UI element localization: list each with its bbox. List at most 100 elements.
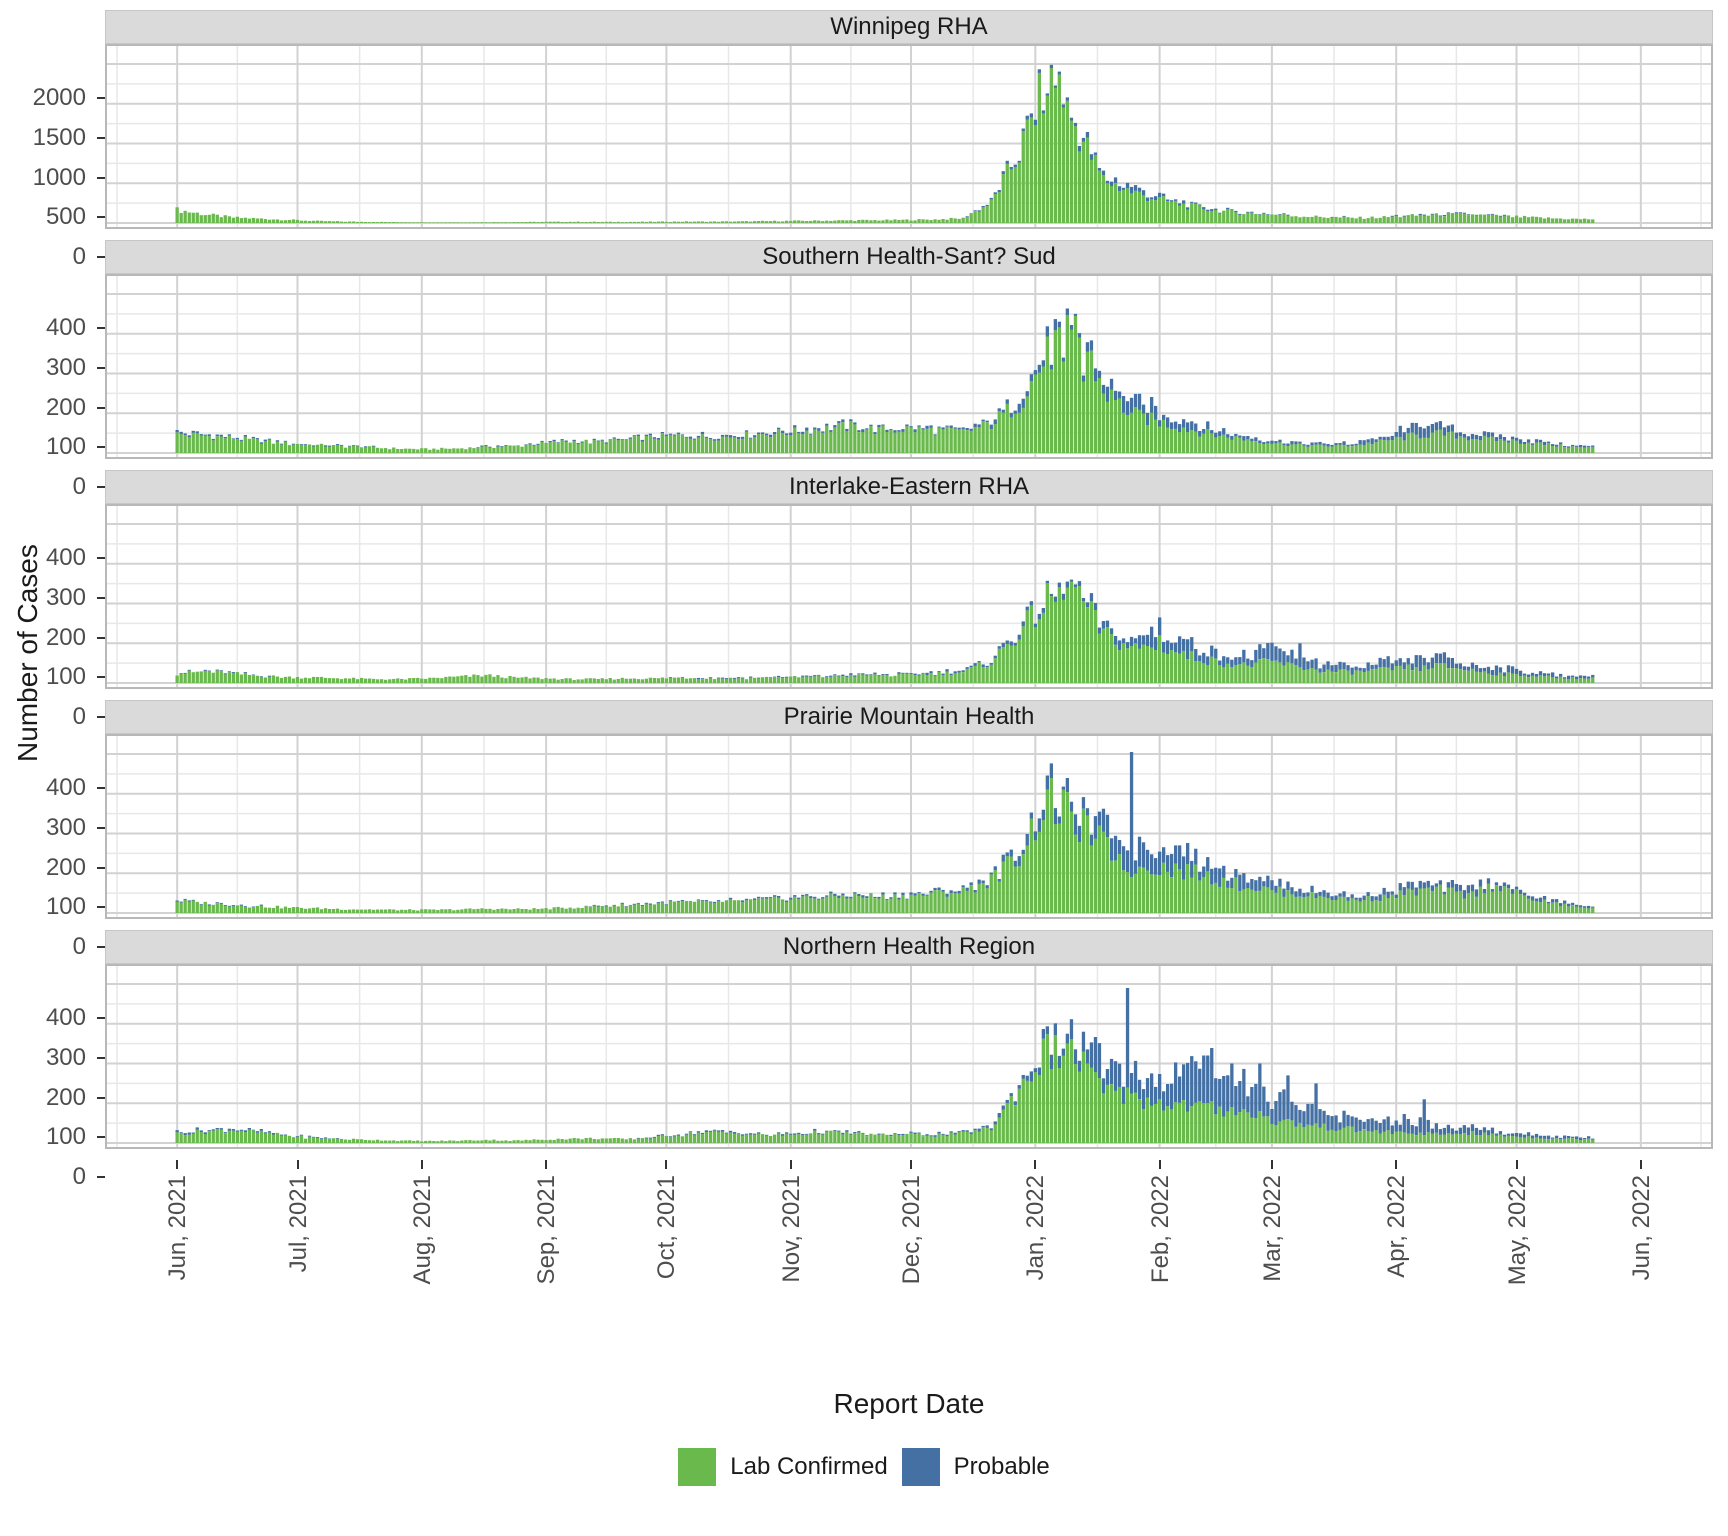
x-tick-label: Mar, 2022 bbox=[1258, 1175, 1286, 1282]
y-tick-label: 200 bbox=[45, 853, 86, 881]
facet-panel: 0 100 200 300 400 bbox=[46, 964, 1713, 1190]
y-axis: 0 100 200 300 400 bbox=[0, 998, 105, 1190]
legend-label: Probable bbox=[953, 1453, 1050, 1480]
y-tick-mark bbox=[97, 366, 105, 369]
y-tick-label: 2000 bbox=[32, 84, 86, 111]
x-tick-label: Sep, 2021 bbox=[533, 1175, 561, 1285]
y-tick-label: 200 bbox=[45, 393, 86, 421]
facet-plot-svg bbox=[105, 504, 1713, 689]
x-tick-label: Jun, 2021 bbox=[164, 1175, 192, 1281]
y-tick-mark bbox=[97, 176, 105, 179]
facet-strip: Winnipeg RHA bbox=[105, 10, 1713, 44]
facet-strip: Northern Health Region bbox=[105, 930, 1713, 964]
facet-title: Southern Health-Sant? Sud bbox=[762, 243, 1056, 270]
y-tick-label: 400 bbox=[45, 314, 86, 341]
y-tick-label: 0 bbox=[72, 243, 86, 270]
y-tick-label: 0 bbox=[72, 703, 86, 730]
y-tick-mark bbox=[97, 906, 105, 909]
x-tick-label: Jan, 2022 bbox=[1022, 1175, 1050, 1281]
probable-swatch bbox=[901, 1448, 940, 1486]
x-tick-mark bbox=[1515, 1160, 1518, 1169]
facet-northern-health: Northern Health Region 0 100 200 300 400 bbox=[46, 930, 1713, 1190]
facet-plot-svg bbox=[105, 734, 1713, 919]
y-tick-label: 400 bbox=[45, 1004, 86, 1031]
y-tick-label: 1500 bbox=[32, 123, 86, 151]
y-axis: 0 100 200 300 400 bbox=[0, 538, 105, 730]
y-tick-mark bbox=[97, 866, 105, 869]
y-tick-mark bbox=[97, 946, 105, 948]
y-tick-mark bbox=[97, 557, 105, 559]
x-tick-label: Jun, 2022 bbox=[1627, 1175, 1655, 1281]
y-tick-label: 400 bbox=[45, 544, 86, 571]
y-tick-label: 300 bbox=[45, 813, 86, 841]
bars-layer bbox=[175, 988, 1595, 1144]
y-tick-mark bbox=[97, 256, 105, 258]
facet-plot-svg bbox=[105, 44, 1713, 229]
y-tick-mark bbox=[97, 1017, 105, 1019]
y-axis: 0 100 200 300 400 bbox=[0, 768, 105, 960]
plot-area: Winnipeg RHA 0 500 1000 1500 2000 Southern H… bbox=[33, 10, 1713, 1285]
legend: Lab Confirmed Probable bbox=[0, 1448, 1728, 1486]
y-tick-label: 0 bbox=[72, 933, 86, 960]
facet-strip: Interlake-Eastern RHA bbox=[105, 470, 1713, 504]
facet-title: Winnipeg RHA bbox=[830, 13, 988, 40]
facet-title: Northern Health Region bbox=[782, 933, 1036, 960]
y-tick-label: 300 bbox=[45, 1043, 86, 1071]
y-tick-label: 200 bbox=[45, 1083, 86, 1111]
y-tick-mark bbox=[97, 787, 105, 789]
facet-winnipeg-rha: Winnipeg RHA 0 500 1000 1500 2000 bbox=[33, 10, 1713, 270]
y-tick-label: 0 bbox=[72, 473, 86, 500]
y-axis: 0 500 1000 1500 2000 bbox=[0, 78, 105, 270]
facet-title: Interlake-Eastern RHA bbox=[788, 473, 1030, 500]
facet-title: Prairie Mountain Health bbox=[783, 703, 1035, 730]
y-tick-mark bbox=[97, 826, 105, 829]
facet-southern-health: Southern Health-Sant? Sud 0 100 200 300 400 bbox=[46, 240, 1713, 500]
y-tick-label: 200 bbox=[45, 623, 86, 651]
bars-layer bbox=[175, 308, 1595, 453]
y-tick-mark bbox=[97, 406, 105, 409]
x-tick-label: Jul, 2021 bbox=[284, 1175, 312, 1273]
x-tick-mark bbox=[420, 1160, 423, 1169]
x-tick-mark bbox=[1034, 1160, 1037, 1169]
facet-strip: Prairie Mountain Health bbox=[105, 700, 1713, 734]
legend-item-lab-confirmed: Lab Confirmed bbox=[678, 1448, 888, 1486]
x-axis: Jun, 2021 Jul, 2021 Aug, 2021 Sep, 2021 Oct,… bbox=[105, 1160, 1713, 1285]
facet-panel: 0 100 200 300 400 bbox=[46, 274, 1713, 500]
y-tick-mark bbox=[97, 1176, 105, 1178]
y-tick-mark bbox=[97, 1136, 105, 1139]
x-tick-mark bbox=[1395, 1160, 1398, 1169]
x-tick-mark bbox=[296, 1160, 299, 1169]
y-tick-label: 300 bbox=[45, 583, 86, 611]
y-tick-mark bbox=[97, 676, 105, 679]
x-tick-mark bbox=[1270, 1160, 1273, 1169]
y-tick-mark bbox=[97, 446, 105, 449]
x-tick-label: Aug, 2021 bbox=[408, 1175, 436, 1285]
bars-layer bbox=[175, 64, 1595, 224]
x-axis-title: Report Date bbox=[833, 1388, 985, 1419]
x-tick-label: Oct, 2021 bbox=[653, 1175, 681, 1280]
x-tick-mark bbox=[665, 1160, 668, 1169]
x-tick-mark bbox=[545, 1160, 548, 1169]
facet-interlake-eastern: Interlake-Eastern RHA 0 100 200 300 400 bbox=[46, 470, 1713, 730]
facet-panel: 0 100 200 300 400 bbox=[46, 504, 1713, 730]
legend-label: Lab Confirmed bbox=[730, 1453, 888, 1480]
x-tick-mark bbox=[176, 1160, 179, 1169]
y-tick-label: 500 bbox=[45, 203, 86, 231]
y-tick-label: 0 bbox=[72, 1163, 86, 1190]
x-tick-mark bbox=[1158, 1160, 1161, 1169]
y-tick-mark bbox=[97, 636, 105, 639]
y-tick-label: 100 bbox=[45, 663, 86, 691]
x-tick-label: Dec, 2021 bbox=[898, 1175, 925, 1285]
facet-prairie-mountain: Prairie Mountain Health 0 100 200 300 400 bbox=[46, 700, 1713, 960]
y-tick-mark bbox=[97, 97, 105, 99]
y-tick-label: 1000 bbox=[32, 163, 86, 191]
y-tick-mark bbox=[97, 216, 105, 219]
facet-plot-svg bbox=[105, 274, 1713, 459]
y-axis: 0 100 200 300 400 bbox=[0, 308, 105, 500]
y-tick-label: 100 bbox=[45, 1123, 86, 1151]
y-tick-label: 100 bbox=[45, 893, 86, 921]
y-tick-mark bbox=[97, 1056, 105, 1059]
bars-layer bbox=[175, 579, 1595, 684]
x-tick-mark bbox=[910, 1160, 912, 1169]
